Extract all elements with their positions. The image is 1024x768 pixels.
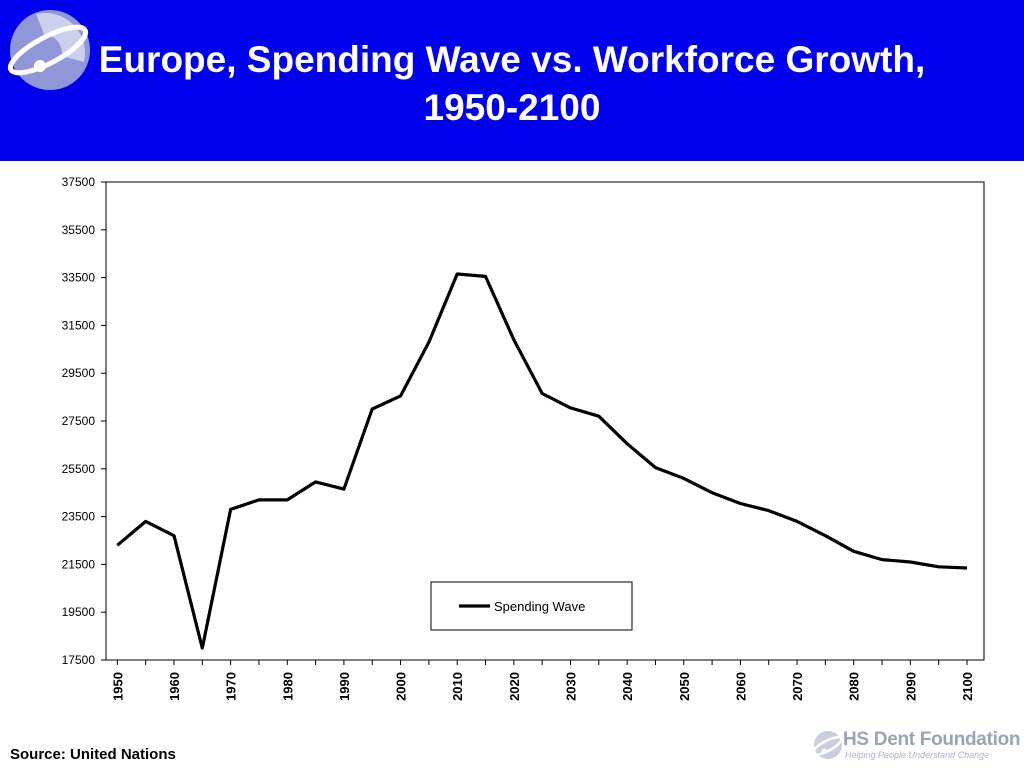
x-tick-label: 2020: [507, 672, 522, 701]
source-note: Source: United Nations: [10, 746, 176, 763]
foundation-logo-icon: [7, 10, 90, 90]
y-tick-label: 35500: [62, 223, 96, 237]
legend-label: Spending Wave: [494, 599, 585, 614]
page-title: Europe, Spending Wave vs. Workforce Grow…: [0, 36, 1024, 132]
title-line-1: Europe, Spending Wave vs. Workforce Grow…: [98, 39, 926, 80]
footer-tagline: Helping People Understand Change: [845, 750, 990, 760]
footer-logo-icon: [811, 731, 843, 759]
y-tick-label: 37500: [62, 175, 96, 189]
x-tick-label: 2100: [960, 672, 975, 701]
title-line-2: 1950-2100: [423, 87, 601, 128]
x-tick-label: 2040: [620, 672, 635, 701]
x-tick-label: 2010: [450, 672, 465, 701]
x-tick-label: 2090: [903, 672, 918, 701]
y-tick-label: 27500: [62, 414, 96, 428]
x-tick-label: 1990: [337, 672, 352, 701]
footer-brand: HS Dent Foundation: [843, 729, 1021, 750]
legend: Spending Wave: [430, 581, 633, 631]
x-tick-label: 2030: [563, 672, 578, 701]
y-tick-label: 19500: [62, 605, 96, 619]
x-tick-label: 2080: [847, 672, 862, 701]
x-tick-label: 1950: [110, 672, 125, 701]
x-tick-label: 1960: [167, 672, 182, 701]
y-tick-label: 29500: [62, 366, 96, 380]
title-banner: Europe, Spending Wave vs. Workforce Grow…: [0, 0, 1024, 161]
y-tick-label: 23500: [62, 510, 96, 524]
y-axis: 17500 19500 21500 23500 25500 27500 29500 31500…: [62, 175, 106, 667]
plot-area: [105, 181, 985, 661]
x-axis: 1950 1960 1970 1980 1990 2000 2010 2020 2030 2040…: [110, 660, 975, 701]
x-tick-label: 2070: [790, 672, 805, 701]
y-tick-label: 31500: [62, 318, 96, 332]
y-tick-label: 25500: [62, 462, 96, 476]
x-tick-label: 1980: [280, 672, 295, 701]
x-tick-label: 2060: [733, 672, 748, 701]
x-tick-label: 2050: [677, 672, 692, 701]
y-tick-label: 33500: [62, 271, 96, 285]
spending-wave-line: [116, 272, 968, 650]
y-tick-label: 17500: [62, 653, 96, 667]
spending-wave-chart: 17500 19500 21500 23500 25500 27500 29500 31500…: [62, 175, 985, 701]
x-tick-label: 2000: [394, 672, 409, 701]
y-tick-label: 21500: [62, 557, 96, 571]
x-tick-label: 1970: [224, 672, 239, 701]
